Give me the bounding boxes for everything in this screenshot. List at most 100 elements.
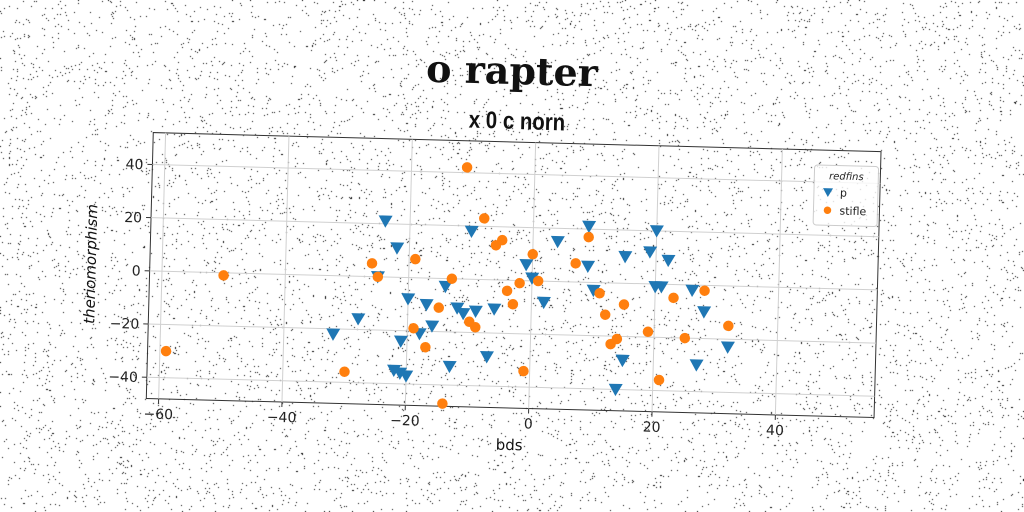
data-point [446, 273, 458, 285]
x-gridline [281, 136, 290, 403]
y-tick-label: −20 [109, 316, 139, 333]
legend-marker [823, 206, 832, 214]
data-point [536, 296, 551, 310]
data-point [519, 258, 534, 272]
x-axis-label: bds [496, 436, 524, 455]
data-point [723, 320, 734, 332]
y-gridline [146, 376, 875, 397]
data-point [611, 333, 623, 345]
data-point [410, 253, 421, 265]
axis-ticks: −60 −40 −20 0 20 40 −40 −20 0 20 40 [108, 157, 784, 439]
data-point [618, 250, 633, 264]
data-point [527, 249, 538, 260]
data-point [470, 322, 481, 333]
data-point [437, 398, 448, 409]
data-point [720, 341, 735, 354]
legend: redfins p stifle [812, 164, 880, 227]
data-point [507, 299, 519, 310]
data-point [464, 225, 479, 239]
x-gridline [404, 139, 413, 406]
legend-label: stifle [839, 205, 866, 219]
data-point [582, 220, 597, 234]
data-point [326, 328, 341, 341]
x-gridline [158, 132, 167, 399]
y-gridline [151, 217, 879, 238]
data-point [689, 359, 704, 372]
grid [146, 132, 881, 415]
data-point [425, 320, 440, 333]
y-tick-label: 0 [131, 263, 140, 279]
data-point [642, 326, 654, 338]
data-point [390, 242, 405, 255]
x-gridline [651, 145, 660, 412]
x-tick-label: −60 [143, 406, 173, 423]
y-tick-label: 20 [124, 210, 142, 226]
data-point [514, 277, 525, 289]
data-point [456, 307, 471, 321]
data-point [668, 292, 679, 304]
data-point [608, 383, 623, 397]
series-p [326, 215, 735, 397]
data-point [525, 272, 540, 285]
data-point [372, 271, 384, 283]
data-point [581, 260, 596, 273]
series-stifle [160, 162, 734, 409]
data-point [218, 270, 229, 281]
data-point [351, 313, 366, 326]
x-tick-label: 40 [766, 423, 784, 439]
x-gridline [774, 149, 783, 415]
data-point [699, 285, 710, 296]
y-tick-label: −40 [108, 369, 138, 386]
data-point [160, 345, 172, 357]
legend-marker [823, 188, 834, 197]
data-point [615, 354, 630, 368]
y-gridline [149, 270, 878, 291]
y-gridline [148, 323, 877, 344]
x-tick-label: −40 [267, 410, 297, 427]
data-point [393, 335, 408, 348]
plot-area [145, 132, 882, 419]
data-point [661, 254, 676, 268]
x-tick-label: 20 [642, 419, 660, 435]
data-point [649, 225, 664, 238]
x-tick-label: −20 [390, 413, 420, 430]
data-point [570, 258, 581, 269]
data-point [468, 305, 483, 318]
data-point [442, 360, 457, 374]
data-point [654, 281, 669, 294]
data-point [643, 246, 658, 259]
data-point [501, 285, 513, 297]
data-point [408, 323, 419, 334]
data-point [378, 215, 393, 228]
data-point [697, 306, 712, 319]
data-point [487, 303, 502, 316]
data-point [586, 284, 601, 298]
y-tick-label: 40 [125, 157, 143, 173]
data-point [401, 293, 416, 306]
data-point [438, 280, 453, 294]
data-point [419, 298, 434, 312]
data-point [366, 258, 378, 269]
data-point [399, 370, 414, 383]
legend-title: redfins [829, 171, 864, 183]
data-point [518, 365, 529, 377]
data-point [685, 284, 700, 298]
data-points [160, 162, 735, 409]
data-point [594, 288, 605, 299]
data-point [433, 302, 444, 313]
data-point [461, 162, 473, 173]
data-point [550, 235, 565, 249]
y-axis-label: theriomorphism [80, 204, 101, 324]
legend-label: p [840, 187, 847, 200]
data-point [479, 213, 490, 224]
data-point [599, 309, 611, 320]
x-tick-label: 0 [524, 416, 533, 432]
data-point [496, 234, 508, 246]
data-point [339, 366, 350, 377]
data-point [420, 341, 431, 353]
data-point [532, 275, 544, 287]
data-point [618, 299, 630, 310]
data-point [479, 351, 494, 364]
